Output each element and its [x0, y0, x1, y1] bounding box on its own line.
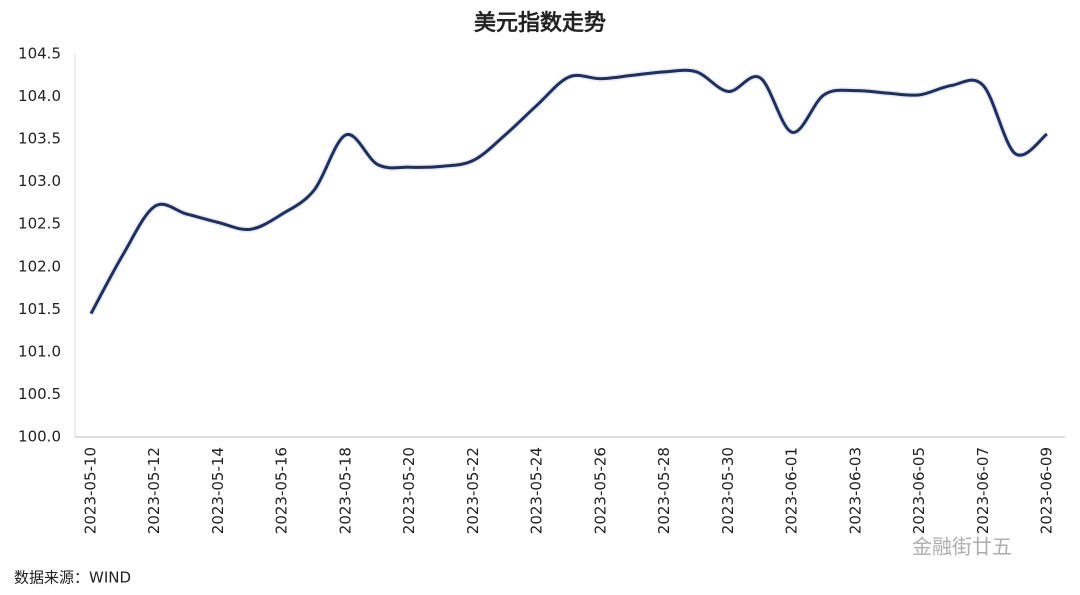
x-tick-label: 2023-05-22	[464, 447, 482, 534]
x-tick-label: 2023-05-10	[82, 447, 100, 534]
x-tick-label: 2023-05-26	[591, 447, 609, 534]
y-tick-label: 102.0	[18, 257, 61, 275]
x-tick-label: 2023-05-14	[209, 447, 227, 534]
y-tick-label: 101.5	[18, 300, 61, 318]
x-tick-label: 2023-05-18	[336, 447, 354, 534]
line-series	[89, 68, 1048, 315]
x-tick-label: 2023-06-07	[974, 447, 992, 534]
y-tick-label: 100.0	[18, 428, 61, 446]
x-tick-label: 2023-06-01	[783, 447, 801, 534]
x-tick-label: 2023-05-20	[400, 447, 418, 534]
x-tick-label: 2023-06-05	[910, 447, 928, 534]
x-tick-label: 2023-05-12	[145, 447, 163, 534]
x-tick-label: 2023-05-28	[655, 447, 673, 534]
y-tick-label: 104.5	[18, 45, 61, 63]
x-tick-label: 2023-05-16	[273, 447, 291, 534]
y-tick-label: 103.5	[18, 130, 61, 148]
source-note: 数据来源：WIND	[14, 569, 131, 587]
y-tick-label: 101.0	[18, 342, 61, 360]
x-tick-label: 2023-05-30	[719, 447, 737, 534]
x-tick-label: 2023-06-03	[846, 447, 864, 534]
y-tick-label: 103.0	[18, 172, 61, 190]
y-tick-label: 104.0	[18, 87, 61, 105]
watermark: 金融街廿五	[912, 535, 1012, 559]
line-series	[88, 67, 1049, 316]
chart-title: 美元指数走势	[474, 10, 606, 36]
x-tick-label: 2023-05-24	[528, 447, 546, 534]
y-tick-label: 102.5	[18, 215, 61, 233]
y-tick-label: 100.5	[18, 385, 61, 403]
x-tick-label: 2023-06-09	[1038, 447, 1056, 534]
